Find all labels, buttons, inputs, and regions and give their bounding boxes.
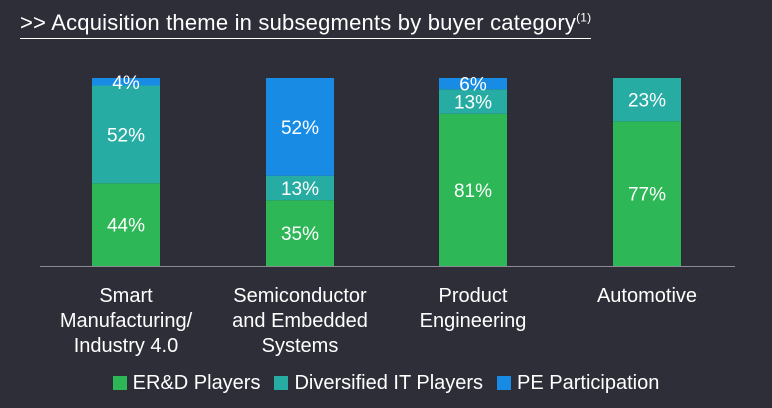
legend-item-pe: PE Participation (497, 370, 659, 396)
bar-segment (92, 85, 160, 184)
data-label: 13% (454, 93, 492, 114)
data-label: 13% (281, 179, 319, 200)
bar-segment (439, 113, 507, 266)
category-label: Manufacturing/ (60, 310, 193, 332)
category-label: Smart (99, 285, 153, 307)
legend-swatch-diversified-it (274, 376, 289, 390)
data-label: 52% (281, 118, 319, 139)
chart-title: >> Acquisition theme in subsegments by b… (20, 10, 592, 39)
bar-segment (613, 78, 681, 122)
legend-item-er-d: ER&D Players (112, 370, 261, 396)
legend-label-er-d: ER&D Players (132, 372, 261, 394)
category-label: Industry 4.0 (74, 335, 179, 357)
bar-segment (613, 121, 681, 267)
data-label: 44% (107, 216, 145, 237)
bar-segment (266, 78, 334, 176)
legend-label-diversified-it: Diversified IT Players (294, 372, 484, 394)
bar-segment (266, 200, 334, 266)
title-prefix: >> (20, 10, 47, 35)
legend-swatch-pe (497, 376, 512, 390)
category-label: Semiconductor (233, 285, 367, 307)
category-label: Product (439, 285, 508, 307)
category-label: Engineering (420, 310, 527, 332)
category-label: Systems (262, 335, 339, 357)
legend-swatch-er-d (112, 376, 127, 390)
bar-segment (439, 78, 507, 90)
bar-segment (92, 78, 160, 86)
data-label: 6% (459, 75, 487, 96)
bar-segment (266, 175, 334, 201)
legend-item-diversified-it: Diversified IT Players (274, 370, 483, 396)
data-label: 23% (628, 91, 666, 112)
category-label: and Embedded (232, 310, 368, 332)
bar-segment (439, 89, 507, 114)
stacked-bar-chart: 44% 52% 4% Smart Manufacturing/Industry 4.0 3… (40, 73, 735, 357)
data-label: 35% (281, 224, 319, 245)
legend-label-pe: PE Participation (517, 372, 660, 394)
title-text: Acquisition theme in subsegments by buye… (51, 10, 577, 35)
data-label: 77% (628, 185, 666, 206)
data-label: 52% (107, 125, 145, 146)
title-footnote: (1) (576, 10, 592, 25)
legend: ER&D Players Diversified IT Players PE P… (0, 370, 772, 396)
data-label: 4% (112, 73, 140, 94)
data-label: 81% (454, 181, 492, 202)
category-label: Automotive (597, 285, 697, 307)
bar-segment (92, 183, 160, 266)
